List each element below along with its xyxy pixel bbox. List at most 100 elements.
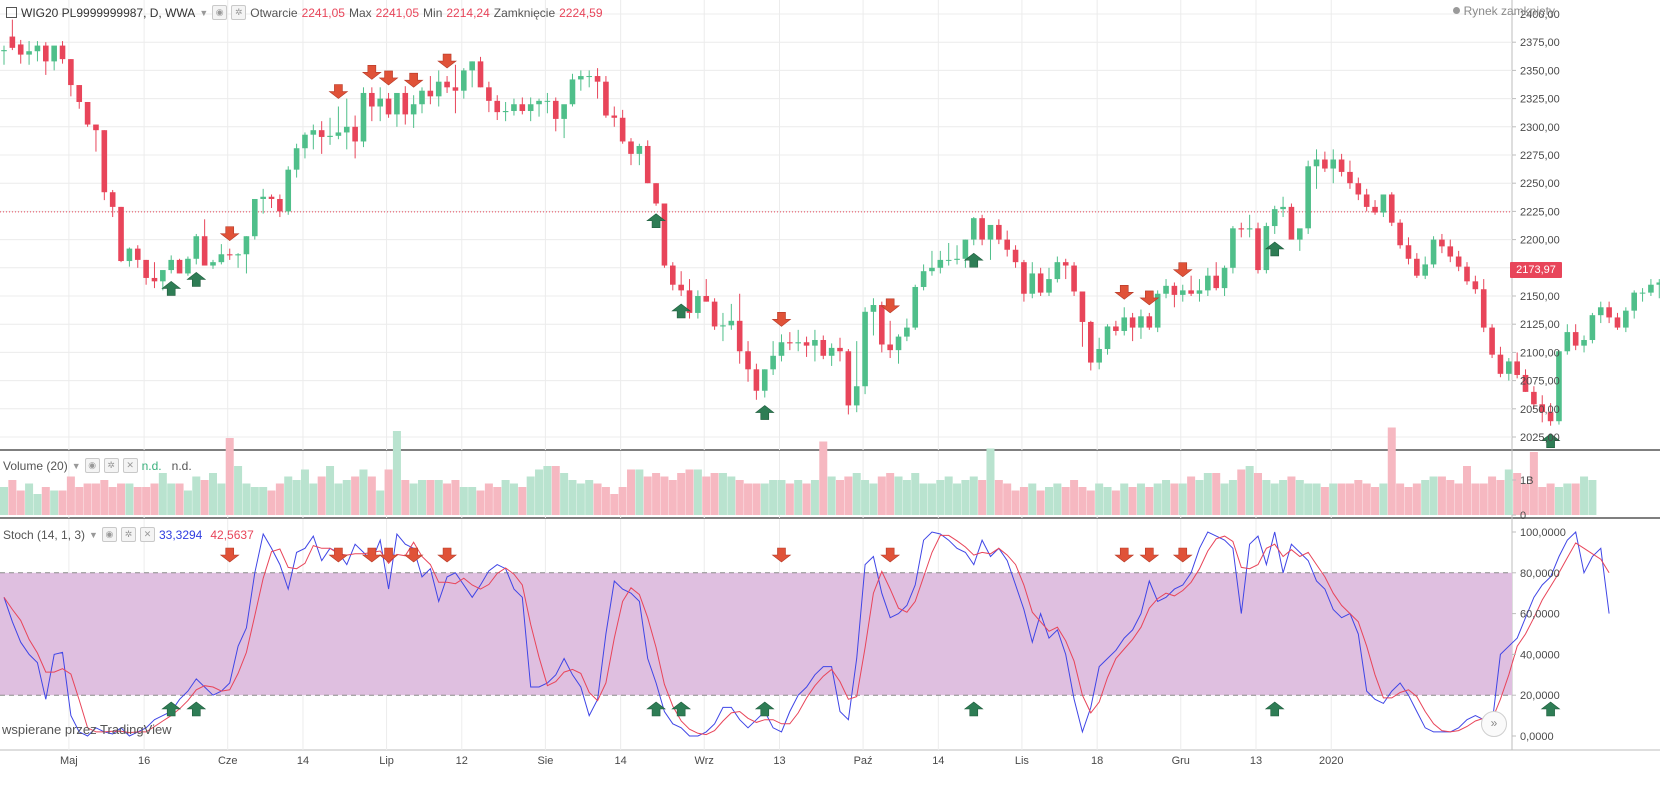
chevron-down-icon[interactable]: ▼ xyxy=(71,460,81,471)
last-price-tag: 2173,97 xyxy=(1510,262,1562,278)
candle-body xyxy=(1104,326,1111,350)
candle-body xyxy=(904,327,910,337)
scroll-to-realtime-button[interactable]: » xyxy=(1481,711,1507,737)
candle-body xyxy=(1062,262,1069,266)
candle-body xyxy=(210,262,216,266)
candle-body xyxy=(653,183,659,204)
candle-body xyxy=(1414,258,1420,276)
candle-body xyxy=(1514,361,1520,375)
close-icon[interactable]: ✕ xyxy=(139,527,155,542)
candle-body xyxy=(502,111,509,113)
volume-bar xyxy=(610,494,619,515)
candle-body xyxy=(761,369,768,391)
candle-body xyxy=(1029,273,1036,294)
volume-bar xyxy=(1529,452,1538,515)
volume-bar xyxy=(643,476,652,515)
volume-bar xyxy=(535,469,544,515)
price-axis[interactable]: 2400,00 2375,00 2350,00 2325,00 2300,00 2275,… xyxy=(1512,9,1566,743)
price-tick-label: 2375,00 xyxy=(1520,37,1560,49)
eye-icon[interactable]: ◉ xyxy=(101,527,117,542)
candle-body xyxy=(527,104,534,112)
gear-icon[interactable]: ✲ xyxy=(120,527,136,542)
candle-body xyxy=(787,342,793,344)
volume-bar xyxy=(1521,483,1530,515)
candle-body xyxy=(536,100,542,105)
candle-body xyxy=(1088,321,1094,363)
time-tick-label: 2020 xyxy=(1319,755,1343,767)
candle-body xyxy=(1564,332,1571,352)
eye-icon[interactable]: ◉ xyxy=(84,458,100,473)
volume-bar xyxy=(41,487,50,515)
price-tick-label: 2350,00 xyxy=(1520,65,1560,77)
chevron-down-icon[interactable]: ▼ xyxy=(199,7,209,18)
sell-signal-icon xyxy=(437,53,457,69)
symbol-label[interactable]: WIG20 PL9999999987, D, WWA xyxy=(21,5,196,20)
candle-body xyxy=(578,76,584,80)
volume-bar xyxy=(794,480,803,515)
candle-body xyxy=(444,81,450,88)
volume-bar xyxy=(1095,483,1104,515)
candle-body xyxy=(1171,285,1178,295)
candle-body xyxy=(1597,307,1604,316)
volume-bar xyxy=(158,473,167,515)
candle-body xyxy=(160,270,166,282)
volume-label[interactable]: Volume (20) xyxy=(3,458,68,473)
candle-body xyxy=(1648,284,1654,293)
low-label: Min xyxy=(423,5,443,20)
candle-body xyxy=(1146,316,1153,328)
stoch-sell-signal-icon xyxy=(378,547,399,563)
candle-body xyxy=(385,98,392,115)
volume-bar xyxy=(242,483,251,515)
volume-bar xyxy=(1245,466,1254,515)
candle-body xyxy=(845,351,852,406)
candle-body xyxy=(736,320,743,352)
volume-bar xyxy=(275,483,284,515)
volume-bar xyxy=(785,483,794,515)
volume-bar xyxy=(1128,487,1137,515)
volume-bar xyxy=(1145,487,1154,515)
candle-body xyxy=(619,117,626,142)
volume-bar xyxy=(1036,490,1045,515)
candle-body xyxy=(310,130,317,135)
price-tick-label: 2225,00 xyxy=(1520,206,1560,218)
stoch-tick-label: 40,0000 xyxy=(1520,649,1560,661)
volume-bar xyxy=(635,469,644,515)
stoch-sell-signal-icon xyxy=(403,547,424,563)
candle-body xyxy=(879,305,885,345)
gear-icon[interactable]: ✲ xyxy=(103,458,119,473)
volume-bar xyxy=(994,480,1003,515)
stoch-label[interactable]: Stoch (14, 1, 3) xyxy=(3,527,86,542)
stoch-buy-signal-icon xyxy=(186,701,207,717)
candle-body xyxy=(293,148,300,170)
time-axis[interactable]: Maj 16 Cze 14 Lip 12 Sie 14 Wrz 13 Paź 14 Lis 18 Gru 13… xyxy=(60,755,1343,767)
price-tick-label: 2250,00 xyxy=(1520,178,1560,190)
candle-body xyxy=(636,145,643,154)
stoch-sell-signal-icon xyxy=(1139,547,1160,563)
volume-bar xyxy=(919,483,928,515)
candle-body xyxy=(277,198,283,212)
open-label: Otwarcie xyxy=(250,5,298,20)
close-icon[interactable]: ✕ xyxy=(122,458,138,473)
candle-body xyxy=(1012,249,1019,263)
volume-bar xyxy=(267,490,276,515)
candle-body xyxy=(1380,194,1387,213)
volume-bar xyxy=(501,480,510,515)
volume-bar xyxy=(300,469,309,515)
candle-body xyxy=(1489,327,1495,355)
volume-bar xyxy=(250,487,259,515)
volume-bar xyxy=(16,490,25,515)
candle-body xyxy=(770,355,776,370)
stoch-buy-signal-icon xyxy=(161,701,182,717)
candle-pane[interactable] xyxy=(1,19,1660,426)
gear-icon[interactable]: ✲ xyxy=(231,5,247,20)
eye-icon[interactable]: ◉ xyxy=(212,5,228,20)
volume-bar xyxy=(91,483,100,515)
tradingview-watermark[interactable]: wspierane przez TradingView xyxy=(2,722,172,737)
candle-body xyxy=(1363,194,1370,207)
candle-body xyxy=(302,134,308,149)
chevron-down-icon[interactable]: ▼ xyxy=(89,529,98,540)
stoch-d-line xyxy=(3,534,1610,736)
candle-body xyxy=(151,277,158,282)
candle-body xyxy=(1305,166,1311,229)
candle-body xyxy=(511,104,517,112)
